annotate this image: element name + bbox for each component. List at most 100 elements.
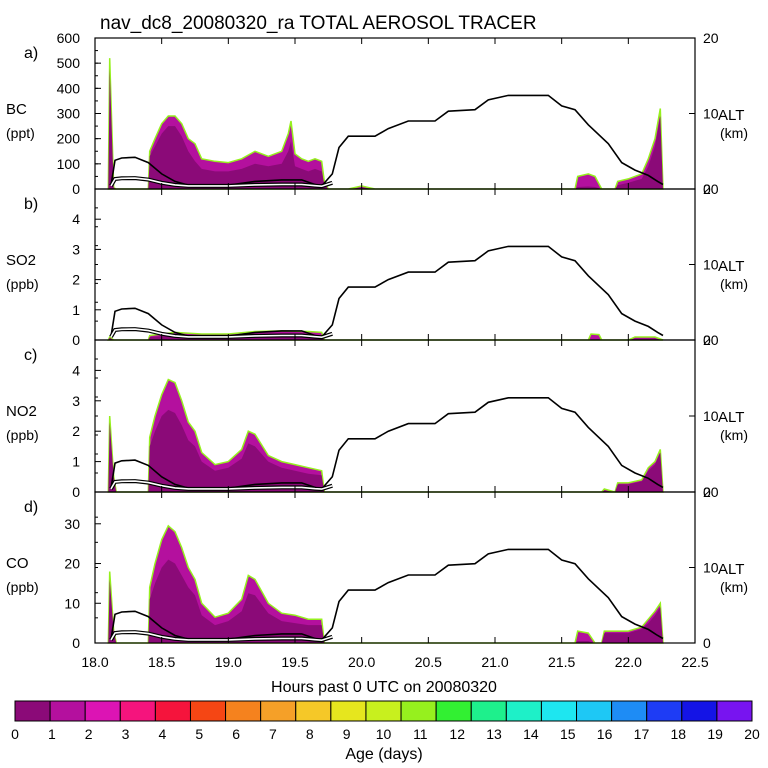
alt-axis-label: ALT bbox=[718, 561, 744, 578]
colorbar-tick-label: 17 bbox=[634, 726, 650, 742]
alt-tick-label: 10 bbox=[703, 257, 719, 273]
alt-axis-unit: (km) bbox=[720, 579, 748, 595]
species-label: NO2 bbox=[6, 403, 37, 420]
y-tick-label: 1 bbox=[72, 454, 80, 470]
x-tick-label: 22.0 bbox=[615, 654, 642, 670]
colorbar-tick-label: 8 bbox=[306, 726, 314, 742]
colorbar-tick-label: 9 bbox=[343, 726, 351, 742]
y-tick-label: 2 bbox=[72, 423, 80, 439]
x-tick-label: 21.0 bbox=[481, 654, 508, 670]
colorbar-swatch bbox=[260, 700, 297, 722]
colorbar-tick-label: 20 bbox=[744, 726, 760, 742]
alt-axis-label: ALT bbox=[718, 409, 744, 426]
colorbar-swatch bbox=[576, 700, 613, 722]
colorbar-swatch bbox=[49, 700, 86, 722]
colorbar-swatch bbox=[365, 700, 402, 722]
y-tick-label: 300 bbox=[57, 106, 81, 122]
x-tick-label: 22.5 bbox=[681, 654, 708, 670]
colorbar-swatch bbox=[611, 700, 648, 722]
species-unit: (ppb) bbox=[6, 427, 39, 443]
alt-tick-label: 10 bbox=[703, 408, 719, 424]
colorbar-swatch bbox=[295, 700, 332, 722]
colorbar-swatch bbox=[505, 700, 542, 722]
species-unit: (ppt) bbox=[6, 125, 35, 141]
y-tick-label: 100 bbox=[57, 156, 81, 172]
colorbar-tick-label: 16 bbox=[597, 726, 613, 742]
x-tick-label: 18.0 bbox=[81, 654, 108, 670]
y-tick-label: 500 bbox=[57, 55, 81, 71]
colorbar-swatch bbox=[330, 700, 367, 722]
colorbar-tick-label: 2 bbox=[85, 726, 93, 742]
y-tick-label: 0 bbox=[72, 181, 80, 197]
panel-frame bbox=[94, 188, 696, 341]
colorbar-swatch bbox=[435, 700, 472, 722]
colorbar-tick-label: 10 bbox=[376, 726, 392, 742]
fresh-tracer-area bbox=[108, 559, 664, 643]
species-label: SO2 bbox=[6, 252, 36, 269]
panel-no2: 0 1 2 3 4 0 10 20 c) NO2 (ppb) ALT(km) bbox=[6, 332, 748, 500]
old-tracer-fringe bbox=[107, 524, 664, 644]
y-tick-label: 200 bbox=[57, 131, 81, 147]
altitude-line bbox=[110, 548, 664, 641]
x-tick-label: 19.5 bbox=[281, 654, 308, 670]
x-axis-label: Hours past 0 UTC on 20080320 bbox=[271, 679, 497, 696]
altitude-line bbox=[110, 397, 664, 490]
alt-tick-label: 10 bbox=[703, 560, 719, 576]
colorbar-tick-label: 7 bbox=[269, 726, 277, 742]
colorbar-swatch bbox=[400, 700, 437, 722]
x-tick-label: 19.0 bbox=[215, 654, 242, 670]
colorbar-swatch bbox=[225, 700, 262, 722]
colorbar-swatch bbox=[119, 700, 156, 722]
colorbar-swatch bbox=[84, 700, 121, 722]
alt-axis-unit: (km) bbox=[720, 276, 748, 292]
y-tick-label: 3 bbox=[72, 393, 80, 409]
y-tick-label: 1 bbox=[72, 302, 80, 318]
panel-co: 0 10 20 30 0 10 20 d) CO (ppb) ALT(km) bbox=[6, 484, 748, 651]
panel-bc: 0 100 200 300 400 500 600 0 10 20 a) BC (ppt) ALT(km) bbox=[6, 30, 748, 197]
x-tick-label: 20.5 bbox=[415, 654, 442, 670]
y-tick-label: 20 bbox=[64, 556, 80, 572]
x-tick-label: 21.5 bbox=[548, 654, 575, 670]
colorbar-tick-label: 5 bbox=[195, 726, 203, 742]
y-tick-label: 400 bbox=[57, 80, 81, 96]
y-tick-label: 10 bbox=[64, 595, 80, 611]
boundary-layer-line bbox=[110, 328, 333, 339]
colorbar-tick-label: 14 bbox=[523, 726, 539, 742]
colorbar-tick-label: 15 bbox=[560, 726, 576, 742]
chart-title: nav_dc8_20080320_ra TOTAL AEROSOL TRACER bbox=[100, 13, 537, 34]
y-tick-label: 2 bbox=[72, 272, 80, 288]
colorbar-swatch bbox=[540, 700, 578, 722]
colorbar-tick-label: 11 bbox=[413, 726, 428, 742]
colorbar-swatch bbox=[154, 700, 191, 722]
altitude-line bbox=[110, 245, 664, 338]
altitude-line bbox=[110, 94, 664, 187]
alt-axis-label: ALT bbox=[718, 107, 744, 124]
alt-tick-label: 0 bbox=[703, 635, 711, 651]
alt-axis-unit: (km) bbox=[720, 427, 748, 443]
colorbar-swatch bbox=[189, 700, 227, 722]
y-tick-label: 0 bbox=[72, 635, 80, 651]
panel-so2: 0 1 2 3 4 0 10 20 b) SO2 (ppb) ALT(km) bbox=[6, 181, 748, 348]
alt-tick-label: 20 bbox=[703, 30, 719, 46]
boundary-layer-line bbox=[110, 177, 333, 188]
colorbar-swatch bbox=[681, 700, 718, 722]
alt-axis-label: ALT bbox=[718, 258, 744, 275]
old-tracer-fringe bbox=[107, 58, 664, 190]
fresh-tracer-area bbox=[108, 409, 664, 492]
species-label: CO bbox=[6, 555, 29, 572]
panel-id: a) bbox=[24, 45, 38, 62]
age-colorbar: 0 1 2 3 4 5 6 7 8 9 10 11 12 13 14 15 16 17 18 19 20 bbox=[11, 700, 760, 742]
old-tracer-fringe bbox=[107, 330, 664, 341]
colorbar-label: Age (days) bbox=[345, 746, 422, 763]
colorbar-swatch bbox=[470, 700, 507, 722]
colorbar-tick-label: 18 bbox=[671, 726, 687, 742]
x-axis: 18.0 18.5 19.0 19.5 20.0 20.5 21.0 21.5 22.0 22.5 bbox=[81, 654, 708, 670]
y-tick-label: 0 bbox=[72, 484, 80, 500]
panel-id: d) bbox=[24, 499, 38, 516]
colorbar-tick-label: 19 bbox=[707, 726, 723, 742]
alt-tick-label: 0 bbox=[703, 332, 711, 348]
colorbar-tick-label: 4 bbox=[159, 726, 167, 742]
colorbar-swatch bbox=[646, 700, 683, 722]
species-label: BC bbox=[6, 101, 27, 118]
x-tick-label: 20.0 bbox=[348, 654, 375, 670]
